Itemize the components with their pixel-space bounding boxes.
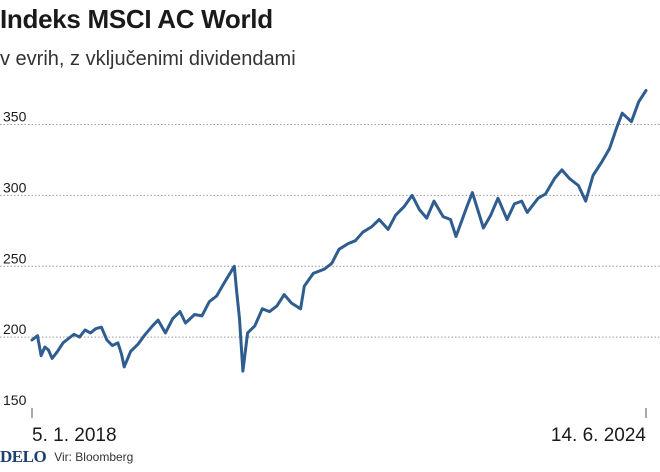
series-layer	[30, 89, 648, 373]
source-note: Vir: Bloomberg	[54, 450, 134, 464]
delo-logo: DELO	[0, 447, 47, 466]
y-tick-label-200: 200	[3, 321, 27, 337]
y-tick-label-150: 150	[3, 392, 27, 408]
x-tick-label-end: 14. 6. 2024	[551, 425, 647, 446]
y-tick-label-250: 250	[3, 250, 27, 266]
footer: DELO Vir: Bloomberg	[0, 446, 133, 468]
y-tick-label-350: 350	[3, 109, 27, 125]
y-tick-label-300: 300	[3, 179, 27, 195]
chart-title: Indeks MSCI AC World	[0, 4, 273, 34]
series-line-0	[30, 89, 648, 373]
y-tick-labels: 150 200 250 300 350	[3, 109, 27, 408]
gridlines	[0, 124, 660, 338]
x-axis-ticks: 5. 1. 2018 14. 6. 2024	[31, 408, 647, 446]
chart-subtitle: v evrih, z vključenimi dividendami	[0, 48, 296, 70]
x-tick-label-start: 5. 1. 2018	[32, 425, 117, 446]
